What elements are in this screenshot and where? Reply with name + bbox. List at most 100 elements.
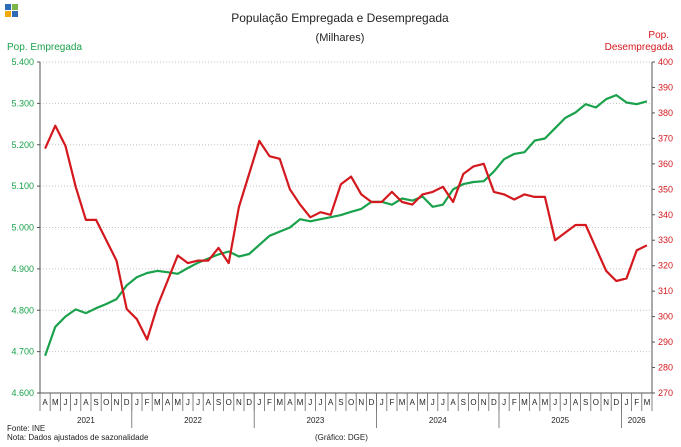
x-month-label: O: [103, 398, 109, 407]
x-month-label: J: [308, 398, 312, 407]
x-month-label: O: [226, 398, 232, 407]
x-month-label: J: [625, 398, 629, 407]
y-right-tick-label: 400: [658, 57, 673, 67]
x-month-label: J: [380, 398, 384, 407]
y-axis-right-label-line1: Pop.: [648, 30, 669, 41]
x-month-label: A: [328, 398, 334, 407]
x-month-label: M: [542, 398, 549, 407]
x-month-label: J: [319, 398, 323, 407]
x-month-label: J: [563, 398, 567, 407]
x-month-label: D: [124, 398, 130, 407]
y-axis-right-ticks: 270 280 290 300 310 320 330 340 350 360 370 380 390 4…: [652, 57, 673, 398]
x-month-label: F: [512, 398, 517, 407]
x-month-label: M: [52, 398, 59, 407]
x-month-label: A: [450, 398, 456, 407]
y-right-tick-label: 370: [658, 133, 673, 143]
y-right-tick-label: 350: [658, 184, 673, 194]
y-right-tick-label: 390: [658, 82, 673, 92]
x-month-label: A: [532, 398, 538, 407]
x-month-label: N: [114, 398, 120, 407]
y-right-tick-label: 320: [658, 261, 673, 271]
y-axis-left-ticks: 4.600 4.700 4.800 4.900 5.000 5.100 5.200 5.300…: [11, 57, 34, 398]
y-right-tick-label: 290: [658, 337, 673, 347]
x-month-label: S: [338, 398, 343, 407]
x-month-label: J: [502, 398, 506, 407]
x-month-label: F: [389, 398, 394, 407]
x-month-label: M: [276, 398, 283, 407]
x-month-label: M: [297, 398, 304, 407]
footer-note: Nota: Dados ajustados de sazonalidade: [7, 433, 149, 442]
x-month-label: N: [603, 398, 609, 407]
x-month-label: N: [481, 398, 487, 407]
x-year-label: 2022: [184, 416, 202, 425]
x-month-label: M: [174, 398, 181, 407]
x-month-label: J: [257, 398, 261, 407]
y-left-tick-label: 5.400: [11, 57, 34, 67]
y-right-tick-label: 360: [658, 159, 673, 169]
x-year-label: 2026: [628, 416, 646, 425]
x-month-label: M: [154, 398, 161, 407]
x-month-label: D: [369, 398, 375, 407]
x-month-label: D: [491, 398, 497, 407]
x-month-label: M: [399, 398, 406, 407]
series-line-empregada: [44, 93, 648, 357]
y-right-tick-label: 300: [658, 312, 673, 322]
x-month-label: J: [64, 398, 68, 407]
x-month-label: J: [431, 398, 435, 407]
series-line-desempregada: [44, 124, 648, 341]
chart-subtitle: (Milhares): [316, 32, 365, 44]
x-month-label: J: [441, 398, 445, 407]
series-group: [44, 93, 648, 357]
y-left-tick-label: 5.200: [11, 140, 34, 150]
x-month-label: A: [573, 398, 579, 407]
x-year-label: 2024: [429, 416, 447, 425]
x-month-label: D: [613, 398, 619, 407]
x-month-label: O: [593, 398, 599, 407]
x-month-label: A: [83, 398, 89, 407]
y-right-tick-label: 340: [658, 210, 673, 220]
y-left-tick-label: 4.700: [11, 347, 34, 357]
x-year-label: 2021: [77, 416, 95, 425]
y-left-tick-label: 4.800: [11, 305, 34, 315]
x-month-label: F: [145, 398, 150, 407]
y-axis-left-label: Pop. Empregada: [7, 42, 82, 53]
y-left-tick-label: 4.900: [11, 264, 34, 274]
y-right-tick-label: 330: [658, 235, 673, 245]
x-month-label: A: [206, 398, 212, 407]
y-right-tick-label: 380: [658, 108, 673, 118]
x-month-label: D: [246, 398, 252, 407]
x-month-label: O: [348, 398, 354, 407]
x-month-label: S: [583, 398, 588, 407]
x-month-label: J: [74, 398, 78, 407]
y-right-tick-label: 270: [658, 388, 673, 398]
y-axis-right-label-line2: Desempregada: [605, 42, 674, 53]
x-year-label: 2025: [551, 416, 569, 425]
x-month-label: A: [42, 398, 48, 407]
x-month-label: F: [267, 398, 272, 407]
x-month-label: S: [216, 398, 221, 407]
x-month-label: N: [358, 398, 364, 407]
x-month-label: J: [196, 398, 200, 407]
x-month-label: F: [634, 398, 639, 407]
y-left-tick-label: 5.100: [11, 181, 34, 191]
x-month-label: J: [186, 398, 190, 407]
ine-logo-icon: [5, 4, 19, 18]
y-right-tick-label: 280: [658, 363, 673, 373]
x-month-label: J: [553, 398, 557, 407]
x-month-label: S: [461, 398, 466, 407]
y-left-tick-label: 5.000: [11, 223, 34, 233]
x-month-label: S: [93, 398, 98, 407]
footer-source: Fonte: INE: [7, 424, 46, 433]
x-month-label: M: [419, 398, 426, 407]
x-month-label: O: [470, 398, 476, 407]
x-month-label: A: [287, 398, 293, 407]
chart-title: População Empregada e Desempregada: [231, 11, 449, 25]
x-month-label: N: [236, 398, 242, 407]
y-right-tick-label: 310: [658, 286, 673, 296]
x-month-label: M: [521, 398, 528, 407]
x-month-label: A: [165, 398, 171, 407]
footer-credit: (Gráfico: DGE): [315, 433, 368, 442]
y-left-tick-label: 4.600: [11, 388, 34, 398]
